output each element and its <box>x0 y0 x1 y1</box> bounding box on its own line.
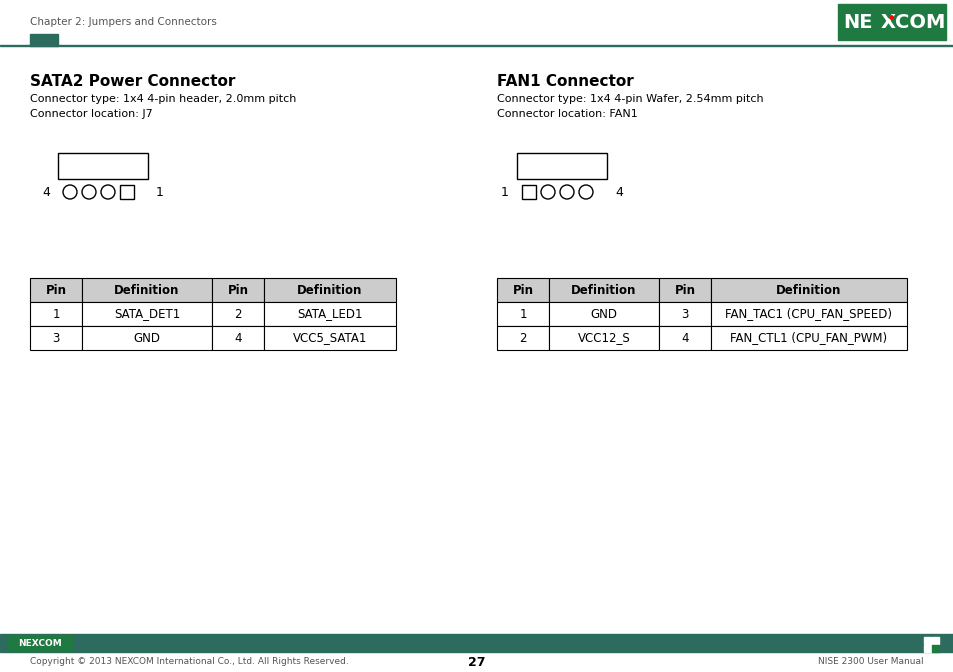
Bar <box>710 302 906 326</box>
Text: Pin: Pin <box>512 284 533 296</box>
Bar <box>710 326 906 350</box>
Text: 3: 3 <box>680 308 688 321</box>
Bar <box>0 634 953 652</box>
Text: NEXCOM: NEXCOM <box>18 638 62 648</box>
Bar <box>497 326 548 350</box>
Text: FAN_CTL1 (CPU_FAN_PWM): FAN_CTL1 (CPU_FAN_PWM) <box>730 331 886 345</box>
Text: FAN_TAC1 (CPU_FAN_SPEED): FAN_TAC1 (CPU_FAN_SPEED) <box>724 308 892 321</box>
Bar <box>548 326 659 350</box>
Text: COM: COM <box>894 13 944 32</box>
Bar <box>120 185 133 199</box>
Text: 4: 4 <box>234 331 241 345</box>
Bar <box>30 34 58 46</box>
Bar <box>30 326 82 350</box>
Text: 3: 3 <box>52 331 60 345</box>
Text: 4: 4 <box>42 185 50 198</box>
Text: Connector type: 1x4 4-pin Wafer, 2.54mm pitch: Connector type: 1x4 4-pin Wafer, 2.54mm … <box>497 94 762 104</box>
Text: GND: GND <box>590 308 617 321</box>
Text: Definition: Definition <box>571 284 636 296</box>
Text: 4: 4 <box>680 331 688 345</box>
Text: X: X <box>880 13 895 32</box>
Bar <box>58 153 148 179</box>
Text: VCC5_SATA1: VCC5_SATA1 <box>293 331 367 345</box>
Text: Copyright © 2013 NEXCOM International Co., Ltd. All Rights Reserved.: Copyright © 2013 NEXCOM International Co… <box>30 657 349 667</box>
Bar <box>212 302 264 326</box>
Bar <box>548 278 659 302</box>
Bar <box>497 278 548 302</box>
Text: 1: 1 <box>518 308 526 321</box>
Text: Chapter 2: Jumpers and Connectors: Chapter 2: Jumpers and Connectors <box>30 17 216 27</box>
Text: Definition: Definition <box>776 284 841 296</box>
Bar <box>923 637 930 644</box>
Text: Connector location: J7: Connector location: J7 <box>30 109 152 119</box>
Bar <box>82 302 212 326</box>
Text: Pin: Pin <box>227 284 248 296</box>
Text: 4: 4 <box>615 185 622 198</box>
Text: Definition: Definition <box>114 284 179 296</box>
Bar <box>517 153 606 179</box>
Text: 1: 1 <box>52 308 60 321</box>
Bar <box>923 645 930 652</box>
Text: SATA_LED1: SATA_LED1 <box>297 308 362 321</box>
Text: 1: 1 <box>156 185 164 198</box>
Text: Connector type: 1x4 4-pin header, 2.0mm pitch: Connector type: 1x4 4-pin header, 2.0mm … <box>30 94 296 104</box>
Text: Pin: Pin <box>674 284 695 296</box>
Bar <box>659 278 710 302</box>
Bar <box>82 326 212 350</box>
Text: NE: NE <box>842 13 872 32</box>
Bar <box>659 302 710 326</box>
Bar <box>521 185 536 199</box>
Bar <box>30 302 82 326</box>
Text: 27: 27 <box>468 655 485 669</box>
Bar <box>931 645 938 652</box>
Bar <box>264 278 395 302</box>
Text: 1: 1 <box>500 185 509 198</box>
Bar <box>30 278 82 302</box>
Text: Pin: Pin <box>46 284 67 296</box>
Bar <box>264 326 395 350</box>
Text: VCC12_S: VCC12_S <box>577 331 630 345</box>
Text: Definition: Definition <box>297 284 362 296</box>
Text: NISE 2300 User Manual: NISE 2300 User Manual <box>818 657 923 667</box>
Bar <box>659 326 710 350</box>
Text: SATA2 Power Connector: SATA2 Power Connector <box>30 75 235 89</box>
Bar <box>710 278 906 302</box>
Bar <box>264 302 395 326</box>
Bar <box>8 635 71 651</box>
Bar <box>0 44 953 46</box>
Bar <box>82 278 212 302</box>
Text: FAN1 Connector: FAN1 Connector <box>497 75 633 89</box>
Bar <box>212 326 264 350</box>
Bar <box>548 302 659 326</box>
Text: 2: 2 <box>518 331 526 345</box>
Text: SATA_DET1: SATA_DET1 <box>113 308 180 321</box>
Text: Connector location: FAN1: Connector location: FAN1 <box>497 109 638 119</box>
Bar <box>497 302 548 326</box>
Bar <box>212 278 264 302</box>
Text: 2: 2 <box>234 308 241 321</box>
Text: GND: GND <box>133 331 160 345</box>
Bar <box>837 4 945 40</box>
Bar <box>931 637 938 644</box>
